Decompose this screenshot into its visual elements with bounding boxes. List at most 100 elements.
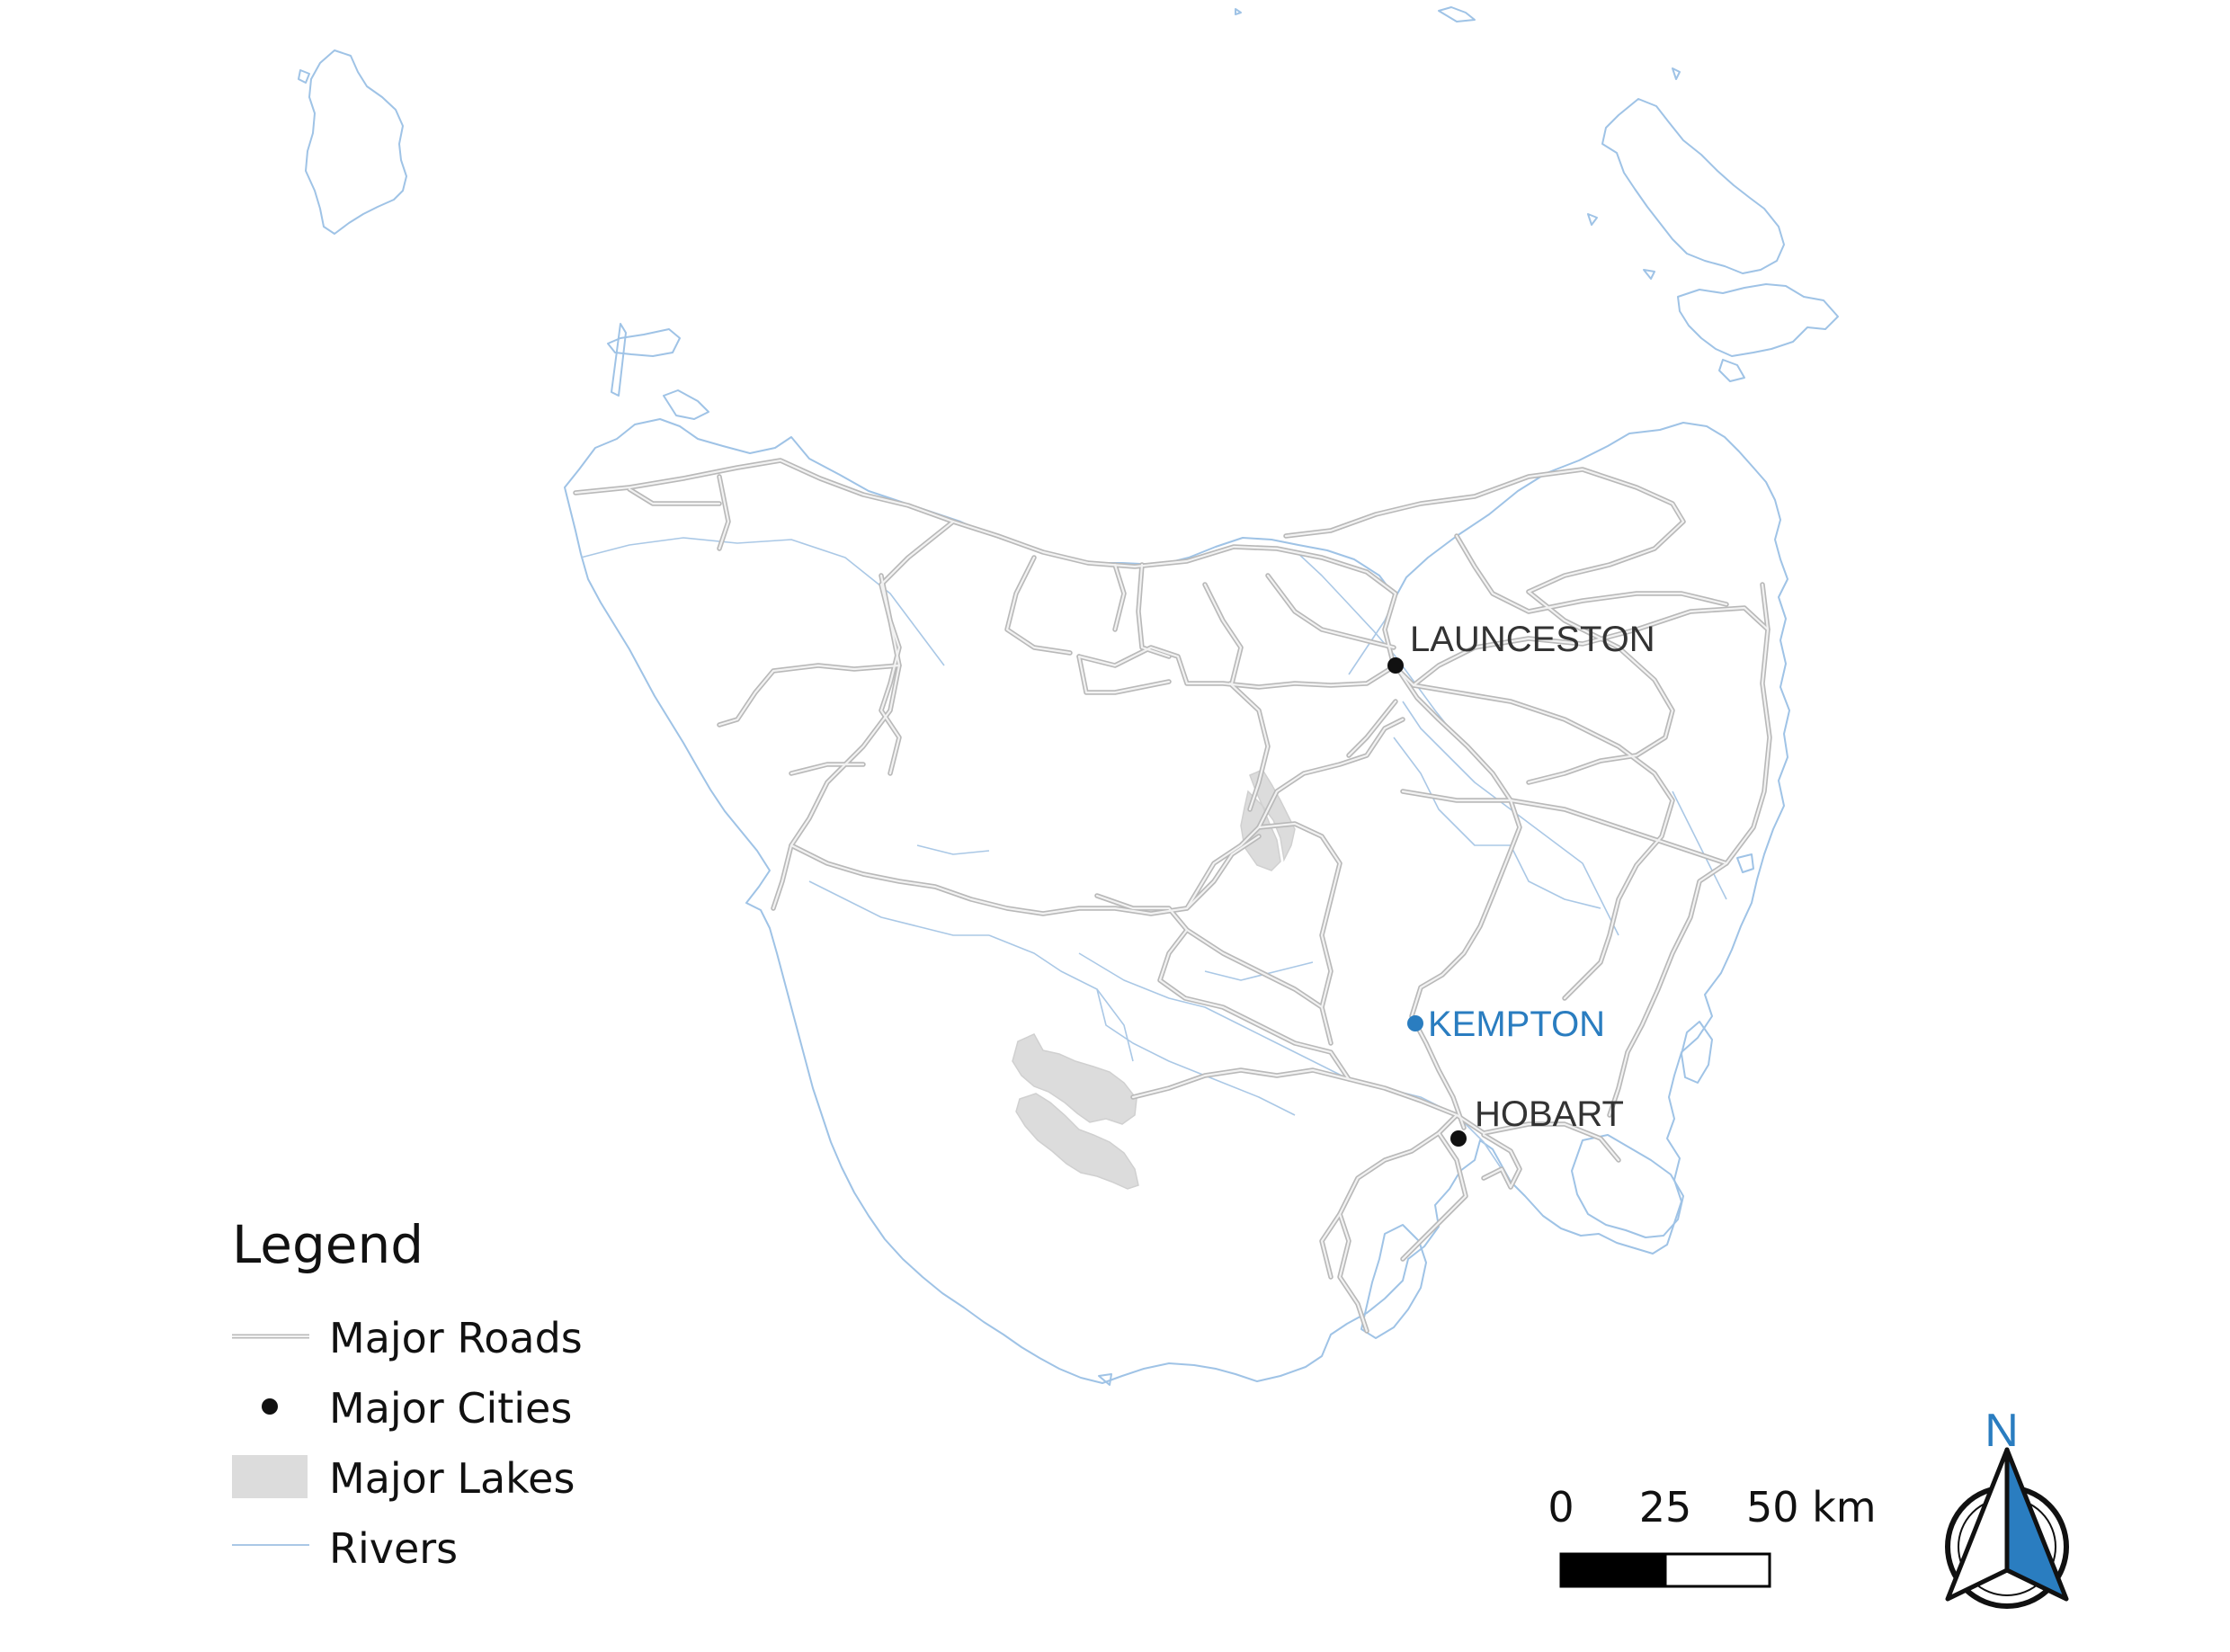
road-murchison-fill xyxy=(879,520,955,775)
road-devonport xyxy=(1136,562,1172,659)
legend-item-major-lakes: Major Lakes xyxy=(232,1454,575,1503)
road-sw-1 xyxy=(1319,1211,1342,1280)
road-west-coast xyxy=(771,573,902,911)
road-bass-highway-west-fill xyxy=(628,487,721,505)
river-13 xyxy=(916,844,990,855)
road-sorell-fill xyxy=(1482,1122,1620,1162)
king-island-coast xyxy=(305,49,407,235)
road-north-central-fill xyxy=(1077,646,1397,689)
city-hobart[interactable]: HOBART xyxy=(1450,1094,1624,1147)
road-casing xyxy=(573,458,1772,1334)
lake-gordon xyxy=(1015,1093,1139,1190)
road-huon-fill xyxy=(1401,1131,1467,1261)
flinders-island-coast xyxy=(1601,98,1785,274)
river-8 xyxy=(808,880,989,936)
road-nw-spur xyxy=(789,762,866,776)
road-sw-spur xyxy=(1130,1067,1351,1100)
road-burnie-south xyxy=(1004,555,1073,656)
scale-bar: 0 25 50 km xyxy=(1548,1483,1877,1588)
scale-tick-25: 25 xyxy=(1639,1483,1692,1531)
road-central-west-fill xyxy=(1185,928,1324,1009)
legend-label-rivers: Rivers xyxy=(329,1524,458,1573)
north-label: N xyxy=(1985,1405,2019,1457)
city-launceston[interactable]: LAUNCESTON xyxy=(1387,620,1655,674)
river-1 xyxy=(580,537,945,666)
road-murchison xyxy=(879,519,956,776)
road-west-coast-fill xyxy=(772,574,901,910)
north-arrow-icon xyxy=(1945,1447,2069,1609)
city-marker-kempton[interactable] xyxy=(1407,1015,1423,1031)
river-12 xyxy=(1393,737,1511,846)
great-lake xyxy=(1240,769,1296,871)
islet-8 xyxy=(663,389,709,420)
scale-segment-white xyxy=(1664,1552,1771,1588)
islet-1 xyxy=(1718,359,1745,382)
scale-segment-black xyxy=(1559,1552,1667,1588)
road-south-east-fill xyxy=(1482,1133,1521,1189)
maria-island-coast xyxy=(1681,1021,1713,1084)
lakes-layer xyxy=(1012,769,1296,1190)
islet-3 xyxy=(1643,269,1655,280)
road-sw-spur-fill xyxy=(1131,1068,1351,1099)
city-kempton[interactable]: KEMPTON xyxy=(1407,1005,1605,1044)
scale-tick-50: 50 km xyxy=(1746,1483,1877,1531)
legend-item-major-roads: Major Roads xyxy=(232,1314,583,1362)
river-5 xyxy=(1510,844,1601,909)
islet-9 xyxy=(611,323,627,397)
road-lyell-hwy xyxy=(1094,893,1486,1136)
city-label-hobart: HOBART xyxy=(1475,1094,1624,1134)
city-label-launceston: LAUNCESTON xyxy=(1410,620,1655,659)
road-ne-loop-fill xyxy=(1527,590,1674,784)
city-marker-hobart[interactable] xyxy=(1450,1130,1467,1147)
river-6 xyxy=(988,934,1134,1062)
islet-6 xyxy=(1235,8,1242,15)
legend-label-major-cities: Major Cities xyxy=(329,1384,572,1433)
legend-item-major-cities: Major Cities xyxy=(262,1384,572,1433)
road-ulverstone-fill xyxy=(1113,563,1126,631)
road-sw-1-fill xyxy=(1320,1212,1342,1279)
bruny-island-coast xyxy=(1360,1224,1427,1339)
north-arrow-left-half xyxy=(1945,1447,2010,1602)
road-western-interior-fill xyxy=(789,835,1261,915)
road-east-coast-fill xyxy=(1608,583,1771,1117)
road-midland-hwy xyxy=(1393,663,1522,1130)
north-arrow: N xyxy=(1945,1405,2069,1609)
legend-item-rivers: Rivers xyxy=(232,1524,458,1573)
cities-layer: LAUNCESTON KEMPTON HOBART xyxy=(1387,620,1655,1147)
road-burnie-south-fill xyxy=(1005,556,1072,655)
road-midland-hwy-fill xyxy=(1394,664,1521,1130)
legend-title: Legend xyxy=(232,1214,424,1275)
islet-4 xyxy=(1672,67,1681,80)
legend-symbol-lake xyxy=(232,1455,308,1498)
road-mersey-fill xyxy=(1077,655,1171,694)
road-north-midlands-fill xyxy=(1347,700,1397,757)
road-tasman-hwy-fill xyxy=(1412,683,1674,1000)
road-nw-spur-fill xyxy=(789,763,865,775)
river-10 xyxy=(1204,961,1314,981)
lake-pedder xyxy=(1012,1033,1137,1125)
road-nw-west-fill xyxy=(718,475,730,550)
road-ne-interior-fill xyxy=(1455,534,1728,613)
road-ne-coast xyxy=(1283,467,1686,594)
coastline-layer xyxy=(298,6,1839,1386)
road-ne-coast-fill xyxy=(1284,468,1685,594)
islet-11 xyxy=(1098,1373,1112,1386)
road-westbury-fill xyxy=(1203,583,1243,685)
road-arthur xyxy=(717,663,902,728)
tasman-peninsula-coast xyxy=(1571,1134,1684,1238)
king-island-islet xyxy=(298,69,310,84)
legend: Legend Major Roads Major Cities Major La… xyxy=(232,1214,583,1573)
city-marker-launceston[interactable] xyxy=(1387,657,1404,674)
islet-2 xyxy=(1587,213,1598,226)
river-11 xyxy=(1456,1114,1503,1170)
major-roads-layer xyxy=(573,458,1772,1334)
road-devonport-fill xyxy=(1137,563,1171,658)
road-east-link-fill xyxy=(1401,790,1728,865)
scale-tick-0: 0 xyxy=(1548,1483,1574,1531)
cape-barren-island-coast xyxy=(1677,283,1839,357)
islet-10 xyxy=(1736,853,1754,873)
road-central-highlands-fill xyxy=(1185,822,1342,1045)
river-9 xyxy=(1096,988,1296,1116)
road-fill xyxy=(574,459,1771,1333)
